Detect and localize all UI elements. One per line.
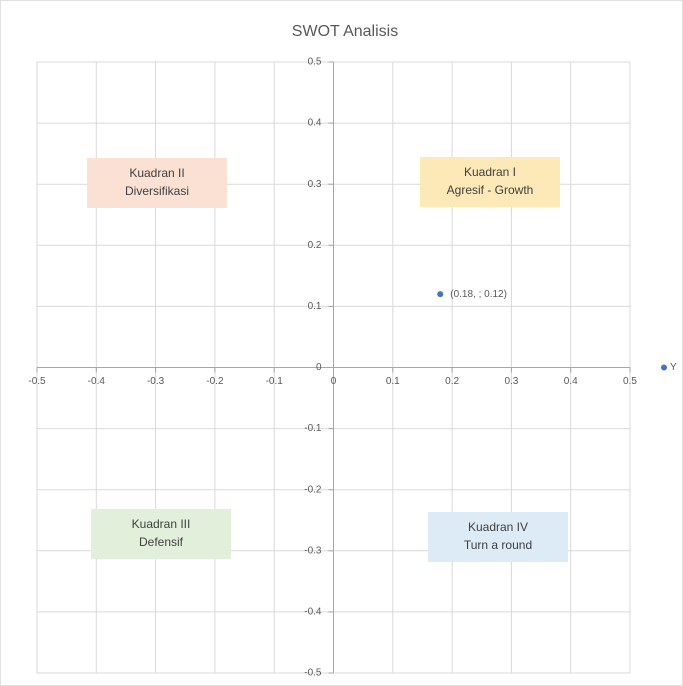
quadrant-box: [87, 158, 227, 208]
x-tick-label: -0.4: [88, 376, 106, 387]
x-tick-label: 0.1: [386, 376, 400, 387]
chart-title: SWOT Analisis: [292, 23, 398, 40]
x-tick-label: 0.5: [623, 376, 637, 387]
x-tick-label: -0.5: [28, 376, 46, 387]
quadrant-label: Kuadran IV: [468, 520, 528, 534]
quadrant-label: Kuadran I: [464, 165, 516, 179]
x-tick-label: -0.1: [266, 376, 284, 387]
quadrant-label: Kuadran II: [129, 166, 184, 180]
quadrant-label: Agresif - Growth: [447, 183, 534, 197]
y-tick-label: -0.4: [304, 607, 322, 618]
y-tick-label: 0.1: [308, 301, 322, 312]
quadrant-label: Kuadran III: [132, 517, 191, 531]
quadrant-box: [91, 509, 231, 559]
y-tick-label: 0.5: [308, 57, 322, 68]
x-tick-label: 0.2: [445, 376, 459, 387]
x-tick-label: 0.4: [564, 376, 578, 387]
x-tick-label: 0.3: [504, 376, 518, 387]
quadrant-label: Defensif: [139, 535, 184, 549]
quadrant-label: Diversifikasi: [125, 184, 189, 198]
quadrant-box: [420, 157, 560, 207]
quadrant-label: Turn a round: [464, 538, 532, 552]
y-tick-label: 0: [316, 362, 322, 373]
y-tick-label: 0.4: [308, 118, 322, 129]
y-tick-label: 0.3: [308, 179, 322, 190]
x-tick-label: 0: [331, 376, 337, 387]
y-tick-label: -0.3: [304, 545, 322, 556]
quadrant-box: [428, 512, 568, 562]
y-tick-label: -0.5: [304, 668, 322, 679]
point: [437, 291, 444, 298]
x-tick-label: -0.3: [147, 376, 165, 387]
data-label: (0.18, ; 0.12): [450, 289, 507, 300]
legend-label: Y: [670, 362, 677, 373]
x-tick-label: -0.2: [206, 376, 224, 387]
y-tick-label: -0.2: [304, 484, 322, 495]
y-tick-label: -0.1: [304, 423, 322, 434]
y-tick-label: 0.2: [308, 240, 322, 251]
legend-marker: [661, 364, 667, 371]
